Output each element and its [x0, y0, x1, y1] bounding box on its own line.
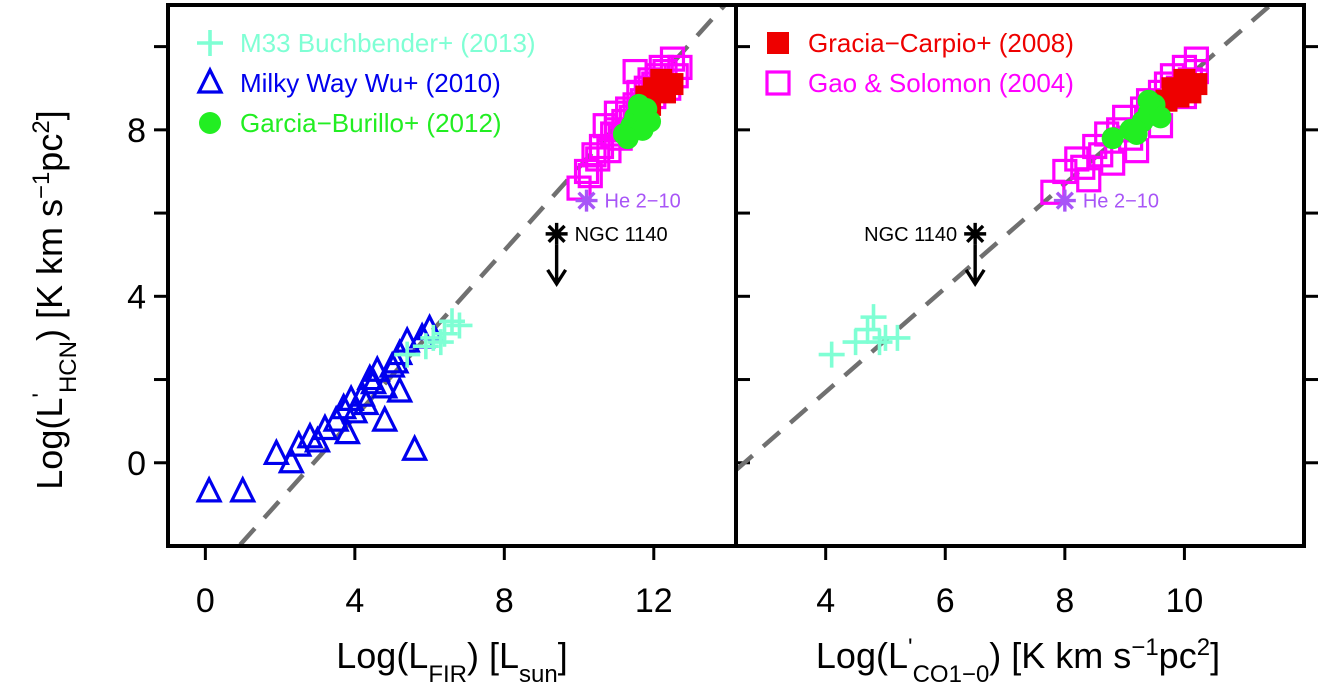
data-point-milkyway [277, 446, 305, 474]
x-tick-label: 4 [816, 582, 835, 620]
data-point-he210 [575, 189, 598, 212]
data-point-m33 [446, 312, 473, 339]
data-point-gracia_carpio [1185, 73, 1208, 96]
data-point-m33 [427, 329, 454, 356]
data-point-milkyway [311, 412, 339, 441]
upper-limit-arrow [546, 244, 568, 288]
data-point-garcia_burillo [639, 110, 662, 133]
x-tick-label: 12 [635, 582, 673, 620]
data-point-milkyway [262, 437, 290, 466]
data-point-garcia_burillo [1137, 89, 1160, 112]
legend-marker-milkyway [196, 66, 224, 94]
y-tick-label: 0 [127, 445, 146, 483]
data-point-milkyway [337, 383, 365, 411]
left-panel: He 2−10 NGC 1140 0 4 8 12 0 4 8 M33 Buchbender+ (… [127, 3, 750, 620]
data-point-gao_solomon [1100, 150, 1126, 176]
upper-limit-arrow [964, 244, 986, 288]
data-point-milkyway [285, 429, 313, 457]
legend-marker-gao_solomon [765, 70, 791, 96]
data-point-gao_solomon [1183, 46, 1209, 72]
x-tick-label: 10 [1166, 582, 1204, 620]
legend-marker-gracia_carpio [767, 32, 789, 54]
fit-line [736, 5, 1274, 472]
legend-label-m33: M33 Buchbender+ (2013) [240, 28, 536, 58]
annotation-label: NGC 1140 [864, 224, 957, 246]
data-point-m33 [394, 341, 421, 368]
legend-label-milkyway: Milky Way Wu+ (2010) [240, 68, 501, 98]
y-tick-label: 8 [127, 112, 146, 150]
data-point-gao_solomon [659, 46, 686, 72]
data-point-gracia_carpio [661, 73, 684, 96]
x-tick-label: 4 [345, 582, 364, 620]
data-point-he210 [1053, 189, 1076, 212]
data-point-ngc1140 [545, 222, 568, 245]
data-point-m33 [818, 341, 845, 368]
data-point-m33 [860, 304, 887, 331]
right-panel: He 2−10 NGC 1140 4 6 8 10 Gracia−Carpio+ (2008… [734, 3, 1318, 620]
annotation-label: He 2−10 [1083, 191, 1159, 213]
data-point-milkyway [352, 387, 380, 416]
data-point-m33 [866, 329, 893, 356]
legend-label-garcia_burillo: Garcia−Burillo+ (2012) [240, 108, 502, 138]
x-tick-label: 6 [936, 582, 955, 620]
data-point-garcia_burillo [1149, 106, 1172, 129]
annotation-label: He 2−10 [605, 191, 681, 213]
x-tick-label: 8 [1055, 582, 1074, 620]
annotation-label: NGC 1140 [575, 224, 668, 246]
plot-area [736, 5, 1274, 472]
data-point-m33 [854, 316, 881, 343]
data-point-gao_solomon [581, 142, 607, 168]
data-point-milkyway [356, 362, 384, 391]
legend-label-gao_solomon: Gao & Solomon (2004) [808, 68, 1074, 98]
data-point-ngc1140 [964, 222, 987, 245]
legend-label-gracia_carpio: Gracia−Carpio+ (2008) [808, 28, 1074, 58]
panel-frame [734, 3, 1306, 548]
data-point-milkyway [371, 404, 399, 432]
legend-marker-m33 [197, 30, 223, 56]
data-point-milkyway [333, 417, 361, 445]
data-point-m33 [842, 329, 869, 356]
data-point-gao_solomon [622, 58, 648, 85]
data-point-milkyway [382, 346, 410, 374]
plot-area [195, 5, 728, 546]
data-point-gao_solomon [1076, 167, 1102, 193]
data-point-m33 [884, 324, 911, 351]
data-point-garcia_burillo [627, 93, 650, 116]
x-tick-label: 8 [495, 582, 514, 620]
x-axis-label-left: Log(LFIR) [Lsun] [336, 635, 567, 684]
legend-marker-garcia_burillo [199, 112, 221, 134]
x-tick-label: 0 [196, 582, 215, 620]
data-point-milkyway [401, 433, 429, 461]
data-point-milkyway [195, 475, 223, 503]
data-point-milkyway [229, 475, 257, 503]
data-point-milkyway [386, 375, 414, 403]
data-point-garcia_burillo [1101, 127, 1124, 150]
data-point-garcia_burillo [1125, 123, 1148, 146]
data-point-garcia_burillo [616, 127, 639, 150]
y-tick-label: 4 [127, 278, 146, 316]
x-axis-label-right: Log(L'CO1−0) [K km s−1pc2] [816, 634, 1220, 684]
y-axis-label: Log(L'HCN) [K km s−1pc2] [28, 110, 82, 489]
